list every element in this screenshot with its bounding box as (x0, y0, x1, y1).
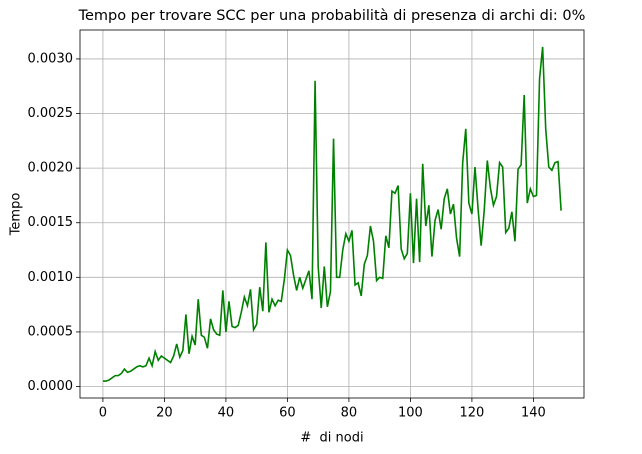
x-tick-label: 40 (218, 406, 235, 421)
y-tick-label: 0.0020 (28, 161, 74, 176)
y-tick-label: 0.0015 (28, 215, 74, 230)
x-axis-label: # di nodi (300, 431, 363, 446)
y-tick-label: 0.0025 (28, 106, 74, 121)
plot-frame (79, 29, 585, 399)
y-tick-label: 0.0030 (28, 51, 74, 66)
x-tick-label: 80 (341, 406, 358, 421)
x-tick-label: 60 (279, 406, 296, 421)
data-line (102, 46, 562, 382)
x-tick-label: 0 (99, 406, 107, 421)
y-tick-label: 0.0005 (28, 324, 74, 339)
chart-title: Tempo per trovare SCC per una probabilit… (78, 8, 586, 24)
y-tick-label: 0.0010 (28, 270, 74, 285)
y-tick-label: 0.0000 (28, 379, 74, 394)
x-tick-label: 120 (460, 406, 485, 421)
x-tick-label: 140 (521, 406, 546, 421)
x-tick-label: 20 (156, 406, 173, 421)
y-axis-label: Tempo (9, 193, 24, 237)
x-tick-label: 100 (398, 406, 423, 421)
